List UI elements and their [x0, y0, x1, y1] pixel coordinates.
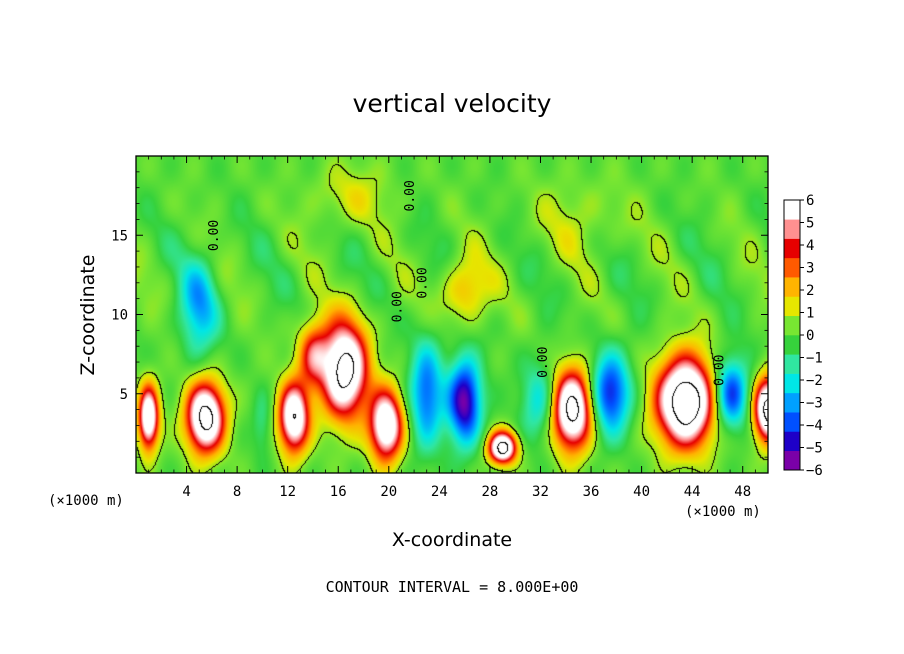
x-unit-label-left: (×1000 m): [48, 493, 124, 509]
plot-area: [135, 155, 769, 474]
y-axis-label: Z-coordinate: [77, 255, 99, 376]
colorbar-swatch: [784, 431, 800, 452]
y-axis-ticks: 5 10 15: [111, 171, 768, 458]
x-tick-label: 32: [532, 484, 549, 500]
colorbar-swatch: [784, 392, 800, 413]
colorbar-tick-label: −3: [806, 396, 823, 412]
x-tick-label: 4: [182, 484, 190, 500]
contour-labels: 0.00 0.00 0.00 0.00 0.00 0.00: [207, 180, 728, 386]
colorbar-tick-label: 6: [806, 193, 814, 209]
colorbar-tick-label: 0: [806, 328, 814, 344]
y-tick-label: 10: [111, 308, 128, 324]
x-tick-label: 40: [633, 484, 650, 500]
colorbar: 6 5 4 3 2 1 0 −1 −2 −3 −4 −5 −6: [783, 193, 823, 479]
x-tick-label: 44: [684, 484, 701, 500]
contour-label: 0.00: [403, 180, 418, 211]
colorbar-swatch: [784, 296, 800, 317]
colorbar-swatch: [784, 315, 800, 336]
y-tick-label: 5: [120, 387, 128, 403]
colorbar-tick-label: 1: [806, 306, 814, 322]
x-tick-label: 20: [380, 484, 397, 500]
colorbar-tick-label: −4: [806, 418, 823, 434]
colorbar-swatch: [784, 354, 800, 374]
colorbar-swatch: [784, 373, 800, 394]
x-tick-label: 24: [431, 484, 448, 500]
colorbar-swatch: [784, 335, 800, 355]
colorbar-swatch: [784, 257, 800, 278]
colorbar-swatch: [784, 277, 800, 297]
contour-interval-note: CONTOUR INTERVAL = 8.000E+00: [326, 578, 579, 596]
colorbar-tick-label: 4: [806, 238, 814, 254]
colorbar-tick-label: 3: [806, 261, 814, 277]
colorbar-tick-label: −6: [806, 463, 823, 479]
contour-label: 0.00: [390, 291, 405, 322]
x-tick-label: 16: [330, 484, 347, 500]
x-axis-ticks: 4 8 12 16 20 24 28 32 36 40 44 48: [148, 156, 756, 500]
colorbar-tick-label: 2: [806, 283, 814, 299]
colorbar-swatch: [784, 238, 800, 259]
colorbar-swatch: [784, 450, 800, 471]
colorbar-tick-label: 5: [806, 216, 814, 232]
contour-label: 0.00: [207, 220, 222, 251]
contour-label: 0.00: [416, 267, 431, 298]
heatmap-field: [136, 156, 768, 473]
colorbar-swatch: [784, 200, 800, 220]
x-axis-label: X-coordinate: [392, 529, 512, 551]
contour-label: 0.00: [536, 347, 551, 378]
colorbar-tick-label: −2: [806, 373, 823, 389]
chart-title: vertical velocity: [353, 89, 552, 118]
colorbar-swatch: [784, 219, 800, 239]
colorbar-tick-label: −5: [806, 441, 823, 457]
x-unit-label-right: (×1000 m): [685, 504, 761, 520]
colorbar-swatch: [784, 412, 800, 432]
x-tick-label: 48: [734, 484, 751, 500]
y-tick-label: 15: [111, 228, 128, 244]
x-tick-label: 28: [481, 484, 498, 500]
contour-label: 0.00: [713, 355, 728, 386]
colorbar-tick-label: −1: [806, 351, 823, 367]
x-tick-label: 8: [233, 484, 241, 500]
x-tick-label: 12: [279, 484, 296, 500]
x-tick-label: 36: [583, 484, 600, 500]
